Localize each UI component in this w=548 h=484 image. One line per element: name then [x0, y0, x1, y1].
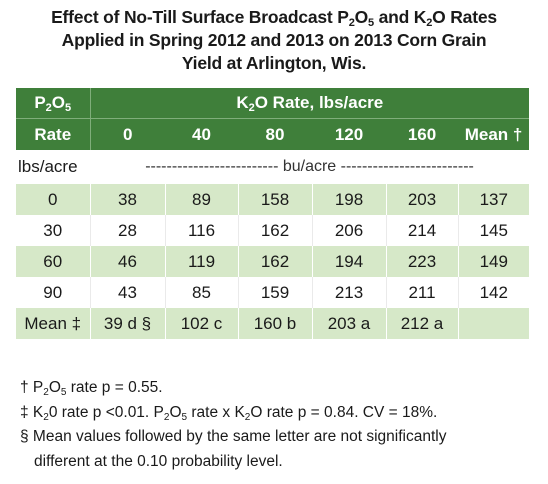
- yield-cell: 43: [90, 277, 166, 308]
- k-rate-header: 160: [386, 118, 458, 150]
- mean-cell: 145: [458, 215, 530, 246]
- yield-cell: 162: [238, 246, 313, 277]
- mean-label-cell: Mean ‡: [16, 308, 91, 339]
- yield-cell: 214: [386, 215, 459, 246]
- yield-cell: 116: [165, 215, 239, 246]
- units-label: lbs/acre: [18, 157, 78, 176]
- title-line-3: Yield at Arlington, Wis.: [181, 53, 367, 73]
- p-header-text: P: [34, 93, 46, 112]
- mean-value-cell: [458, 308, 530, 339]
- mean-value-cell: 160 b: [238, 308, 313, 339]
- yield-cell: 46: [90, 246, 166, 277]
- table-row: 30 28 116 162 206 214 145: [16, 215, 530, 246]
- mean-row: Mean ‡ 39 d § 102 c 160 b 203 a 212 a: [16, 308, 530, 339]
- mean-value-cell: 39 d §: [90, 308, 166, 339]
- footnote-dagger: † P2O5 rate p = 0.55.: [20, 376, 446, 401]
- title-subscript: 5: [368, 17, 374, 29]
- yield-cell: 223: [386, 246, 459, 277]
- title-subscript: 2: [348, 17, 355, 29]
- header-row-1: P2O5 K2O Rate, lbs/acre: [16, 88, 530, 119]
- table-row: 0 38 89 158 198 203 137: [16, 184, 530, 215]
- yield-cell: 28: [90, 215, 166, 246]
- title-text: O: [354, 7, 369, 27]
- footnote-sub: 5: [181, 411, 188, 423]
- p-rate-cell: 30: [16, 215, 91, 246]
- footnote-text: O rate p = 0.84. CV = 18%.: [250, 403, 438, 421]
- p2o5-header: P2O5: [16, 88, 91, 119]
- title-text: Effect of No-Till Surface Broadcast P: [51, 7, 349, 27]
- dagger-symbol: †: [20, 379, 29, 396]
- yield-cell: 158: [238, 184, 313, 215]
- footnotes: † P2O5 rate p = 0.55. ‡ K20 rate p <0.01…: [20, 376, 446, 474]
- footnote-section: § Mean values followed by the same lette…: [20, 425, 446, 450]
- mean-cell: 142: [458, 277, 530, 308]
- footnote-text: rate x K: [187, 403, 245, 421]
- footnote-text: rate p = 0.55.: [66, 379, 163, 396]
- p-header-text: O: [51, 93, 66, 112]
- yield-cell: 194: [312, 246, 387, 277]
- p-rate-cell: 60: [16, 246, 91, 277]
- footnote-text: P: [28, 379, 44, 396]
- double-dagger-symbol: ‡: [20, 403, 29, 421]
- yield-cell: 85: [165, 277, 239, 308]
- footnote-sub: 2: [244, 411, 251, 423]
- footnote-text: 0 rate p <0.01. P: [48, 403, 164, 421]
- p-header-sub: 2: [45, 102, 52, 114]
- mean-value-cell: 203 a: [312, 308, 387, 339]
- header-row-2: Rate 0 40 80 120 160 Mean †: [16, 118, 530, 150]
- footnote-sub: 2: [43, 387, 49, 398]
- footnote-text: O: [169, 403, 182, 421]
- table-row: 60 46 119 162 194 223 149: [16, 246, 530, 277]
- k-rate-header: 120: [312, 118, 386, 150]
- p-header-sub: 5: [65, 102, 72, 114]
- yield-cell: 89: [165, 184, 239, 215]
- k-header-sub: 2: [248, 102, 255, 114]
- k-rate-header: 0: [90, 118, 165, 150]
- footnote-double-dagger: ‡ K20 rate p <0.01. P2O5 rate x K2O rate…: [20, 401, 446, 426]
- rate-header: Rate: [16, 118, 91, 150]
- title-line-2: Applied in Spring 2012 and 2013 on 2013 …: [61, 30, 487, 50]
- footnote-text: K: [28, 403, 44, 421]
- k-rate-header: 40: [165, 118, 238, 150]
- yield-cell: 211: [386, 277, 459, 308]
- yield-table: P2O5 K2O Rate, lbs/acre Rate 0 40 80 120…: [16, 88, 530, 339]
- footnote-text: Mean values followed by the same letter …: [28, 428, 447, 445]
- section-symbol: §: [20, 428, 29, 445]
- footnote-section-cont: different at the 0.10 probability level.: [34, 452, 283, 470]
- footnote-text: O: [48, 379, 61, 396]
- units-text: ------------------------- bu/acre ------…: [145, 158, 474, 175]
- mean-value-cell: 212 a: [386, 308, 459, 339]
- yield-cell: 206: [312, 215, 387, 246]
- k-header-text: O Rate, lbs/acre: [254, 93, 384, 112]
- title-line-1: Effect of No-Till Surface Broadcast P2O5…: [0, 6, 548, 29]
- yield-cell: 38: [90, 184, 166, 215]
- table-title: Effect of No-Till Surface Broadcast P2O5…: [0, 0, 548, 75]
- yield-cell: 213: [312, 277, 387, 308]
- mean-header: Mean †: [458, 118, 530, 150]
- yield-cell: 198: [312, 184, 387, 215]
- footnote-sub: 2: [163, 411, 170, 423]
- mean-value-cell: 102 c: [165, 308, 239, 339]
- p-rate-cell: 0: [16, 184, 91, 215]
- p-rate-cell: 90: [16, 277, 91, 308]
- table-row: 90 43 85 159 213 211 142: [16, 277, 530, 308]
- title-text: and K: [373, 7, 427, 27]
- units-row: lbs/acre ------------------------- bu/ac…: [16, 150, 529, 184]
- mean-cell: 137: [458, 184, 530, 215]
- yield-cell: 203: [386, 184, 459, 215]
- k-rate-header: 80: [238, 118, 312, 150]
- title-text: O Rates: [432, 7, 497, 27]
- yield-cell: 162: [238, 215, 313, 246]
- mean-cell: 149: [458, 246, 530, 277]
- yield-cell: 119: [165, 246, 239, 277]
- footnote-sub: 5: [60, 387, 67, 398]
- k-header-text: K: [236, 93, 249, 112]
- footnote-sub: 2: [43, 411, 49, 423]
- k2o-rate-header: K2O Rate, lbs/acre: [90, 88, 530, 119]
- yield-cell: 159: [238, 277, 313, 308]
- title-subscript: 2: [426, 17, 433, 29]
